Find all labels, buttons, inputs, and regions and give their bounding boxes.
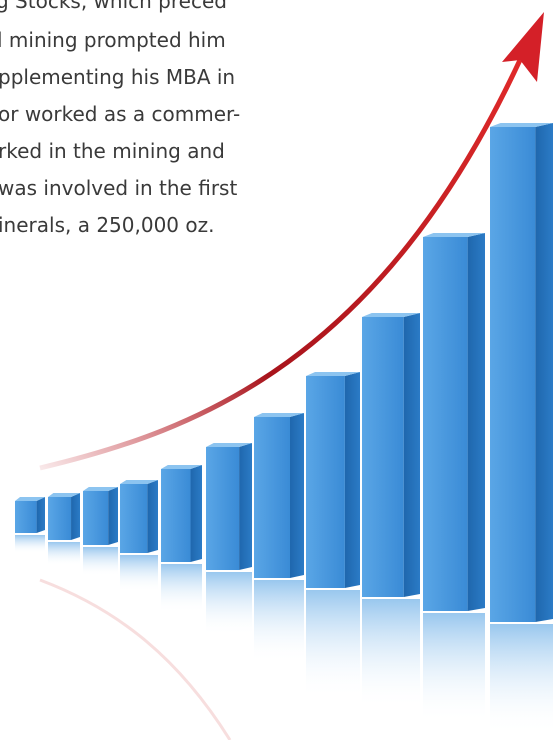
bar-top (48, 493, 80, 497)
bar-front (15, 501, 37, 533)
text-line: was involved in the first (0, 176, 237, 200)
bar-reflection (254, 580, 304, 663)
bar-top (120, 480, 158, 484)
bar-reflection (206, 572, 252, 636)
bar-side (535, 123, 553, 622)
bar-front (423, 237, 468, 611)
text-line: rked in the mining and (0, 139, 225, 163)
bar-reflection (423, 613, 485, 723)
bar-side (467, 233, 485, 611)
bar-side (147, 480, 158, 553)
bar-reflection (362, 599, 420, 709)
text-line: inerals, a 250,000 oz. (0, 213, 214, 237)
bar-reflection (48, 542, 80, 566)
bar-reflection (490, 624, 553, 734)
arrow-reflection (39, 578, 232, 740)
bar-top (423, 233, 485, 237)
bar-top (15, 497, 45, 501)
bar-top (206, 443, 252, 447)
bar-top (490, 123, 553, 127)
bar-side (344, 372, 360, 588)
bar-front (254, 417, 290, 578)
bar-front (306, 376, 345, 588)
bar-side (403, 313, 420, 597)
bar-side (290, 413, 304, 578)
bar-front (206, 447, 240, 570)
bar-top (83, 487, 118, 491)
bar-reflection (83, 547, 118, 576)
bar-side (239, 443, 252, 570)
bar-side (36, 497, 45, 533)
bar-top (254, 413, 304, 417)
text-block: g Stocks, which preced l mining prompted… (0, 0, 240, 237)
bar-reflection (120, 555, 158, 592)
bar-front (83, 491, 109, 545)
bar-reflection (161, 564, 202, 613)
bar-top (161, 465, 202, 469)
arrow-curve (39, 58, 523, 471)
text-line: pplementing his MBA in (0, 65, 235, 89)
bar-top (362, 313, 420, 317)
text-line: g Stocks, which preced (0, 0, 227, 13)
text-line: or worked as a commer- (0, 102, 240, 126)
bar-side (190, 465, 202, 562)
bar-front (161, 469, 191, 562)
bar-reflection (15, 535, 45, 553)
arrow-head (502, 12, 544, 82)
text-line: l mining prompted him (0, 28, 226, 52)
bar-reflection (306, 590, 360, 698)
bar-front (48, 497, 72, 540)
bar-front (362, 317, 404, 597)
bar-front (490, 127, 536, 622)
bar-front (120, 484, 148, 553)
bar-top (306, 372, 360, 376)
bar-side (71, 493, 80, 540)
bars (15, 123, 553, 734)
bar-side (108, 487, 118, 545)
